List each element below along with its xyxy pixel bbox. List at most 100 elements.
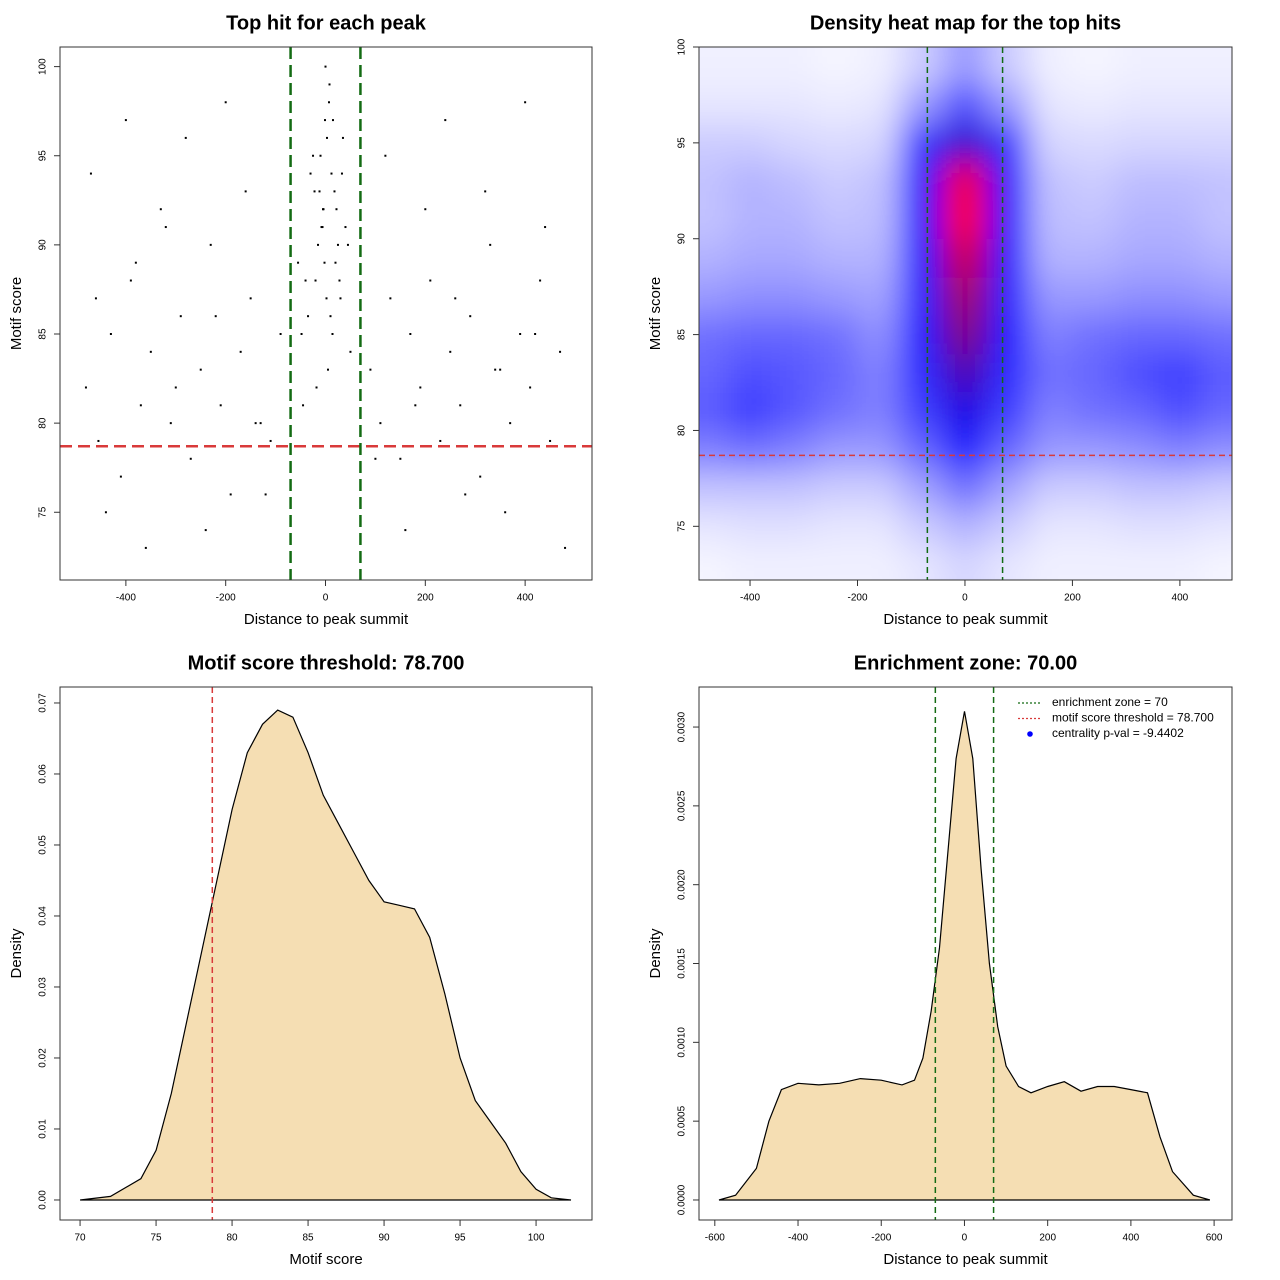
heat-cell	[900, 430, 944, 470]
heat-cell	[728, 468, 773, 508]
point	[189, 457, 192, 460]
heat-cell	[1158, 545, 1202, 580]
x-tick-label: -200	[216, 593, 236, 604]
heat-cell	[728, 430, 773, 470]
heat-cell	[943, 468, 987, 508]
heat-cell	[814, 353, 859, 393]
point	[249, 297, 252, 300]
point	[340, 172, 343, 175]
x-tick-label: 200	[1064, 593, 1081, 604]
heat-cell	[728, 545, 773, 580]
heat-cell	[900, 545, 944, 580]
heat-cell	[1158, 468, 1202, 508]
heat-cell	[1029, 507, 1073, 546]
heat-cell	[728, 200, 773, 240]
heat-cell	[986, 392, 1030, 431]
heat-cell	[814, 507, 859, 546]
y-tick-label: 0.00	[38, 1190, 49, 1210]
point	[321, 226, 324, 229]
point	[564, 546, 567, 549]
heat-cell	[943, 238, 987, 278]
point	[307, 315, 310, 318]
x-tick-label: -400	[740, 593, 760, 604]
point	[319, 154, 322, 157]
point	[484, 190, 487, 193]
heat-cell	[728, 315, 773, 355]
heat-cell	[1201, 507, 1232, 546]
heat-cell	[1158, 47, 1202, 86]
point	[327, 101, 330, 104]
x-tick-label: 100	[528, 1233, 545, 1244]
heat-cell	[1201, 392, 1232, 431]
x-tick-label: 400	[1123, 1233, 1140, 1244]
heat-cell	[1201, 123, 1232, 163]
heat-cell	[857, 507, 901, 546]
point	[479, 475, 482, 478]
heat-cell	[771, 277, 816, 316]
heat-cell	[771, 507, 816, 546]
y-axis-label: Motif score	[8, 277, 25, 350]
heat-cell	[943, 85, 987, 125]
heat-cell	[986, 507, 1030, 546]
heat-cell	[1072, 315, 1116, 355]
heat-cell	[900, 468, 944, 508]
point	[344, 226, 347, 229]
heat-cell	[1115, 507, 1159, 546]
heat-cell	[699, 315, 730, 355]
heat-cell	[986, 277, 1030, 316]
heat-cell	[699, 507, 730, 546]
heat-cell	[699, 468, 730, 508]
point	[524, 101, 527, 104]
x-axis-label: Distance to peak summit	[244, 611, 409, 628]
point	[559, 350, 562, 353]
point	[549, 439, 552, 442]
chart-title: Density heat map for the top hits	[810, 12, 1121, 34]
heat-cell	[814, 468, 859, 508]
heat-cell	[900, 392, 944, 431]
x-tick-label: 95	[455, 1233, 467, 1244]
heat-cell	[771, 468, 816, 508]
heat-cell	[1029, 200, 1073, 240]
x-tick-label: 90	[379, 1233, 391, 1244]
point	[444, 119, 447, 122]
x-tick-label: 600	[1206, 1233, 1223, 1244]
point	[315, 386, 318, 389]
heat-cell	[1158, 200, 1202, 240]
heat-cell	[943, 315, 987, 355]
heat-cell	[1115, 162, 1159, 201]
y-tick-label: 0.07	[38, 693, 49, 713]
y-tick-label: 0.01	[38, 1119, 49, 1139]
legend-label: motif score threshold = 78.700	[1052, 711, 1214, 725]
point	[414, 404, 417, 407]
y-tick-label: 0.0000	[677, 1184, 688, 1215]
heat-cell	[986, 47, 1030, 86]
heat-cell	[1115, 468, 1159, 508]
plot-frame	[698, 686, 1233, 1221]
heat-cell	[986, 353, 1030, 393]
heat-cell	[1115, 353, 1159, 393]
heat-cell	[814, 315, 859, 355]
heat-cell	[699, 85, 730, 125]
chart-title: Enrichment zone: 70.00	[854, 652, 1077, 674]
x-tick-label: 400	[1172, 593, 1189, 604]
heat-cell	[1158, 238, 1202, 278]
heat-cell	[1029, 430, 1073, 470]
x-tick-label: 0	[323, 593, 329, 604]
heat-cell	[699, 277, 730, 316]
heat-cell	[771, 353, 816, 393]
point	[529, 386, 532, 389]
x-tick-label: 0	[962, 593, 968, 604]
x-tick-label: -400	[116, 593, 136, 604]
point	[439, 439, 442, 442]
point	[199, 368, 202, 371]
heat-cell	[814, 238, 859, 278]
heat-cell	[857, 47, 901, 86]
heat-cell	[1201, 430, 1232, 470]
x-tick-label: 80	[227, 1233, 239, 1244]
point	[329, 315, 332, 318]
point	[324, 65, 327, 68]
heat-cell	[1029, 468, 1073, 508]
heat-cell	[771, 315, 816, 355]
heat-cell	[1072, 85, 1116, 125]
heat-cell	[857, 162, 901, 201]
